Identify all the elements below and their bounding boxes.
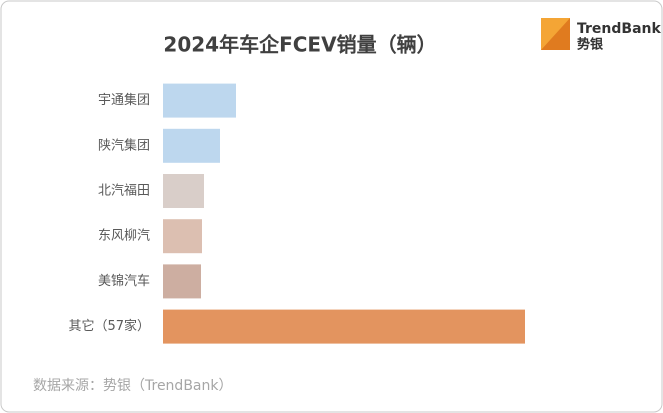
y-tick-label: 宇通集团 (98, 92, 150, 108)
logo-icon-part (541, 18, 570, 50)
chart-title: 2024年车企FCEV销量（辆） (163, 33, 436, 57)
y-tick-label: 北汽福田 (98, 184, 150, 199)
bar (163, 309, 525, 344)
logo-subtitle: 势银 (577, 37, 604, 53)
bar (163, 128, 220, 163)
bar (163, 83, 236, 118)
logo-name: TrendBank (577, 21, 661, 37)
y-tick-label: 陕汽集团 (98, 137, 150, 153)
y-tick-label: 东风柳汽 (98, 229, 150, 244)
bar (163, 264, 201, 299)
bar (163, 219, 202, 254)
logo: TrendBank 势银 (541, 18, 661, 53)
bar (163, 174, 204, 208)
y-tick-label: 其它（57家） (68, 318, 150, 334)
source-note: 数据来源：势银（TrendBank） (33, 378, 232, 394)
y-tick-label: 美锦汽车 (98, 273, 150, 289)
